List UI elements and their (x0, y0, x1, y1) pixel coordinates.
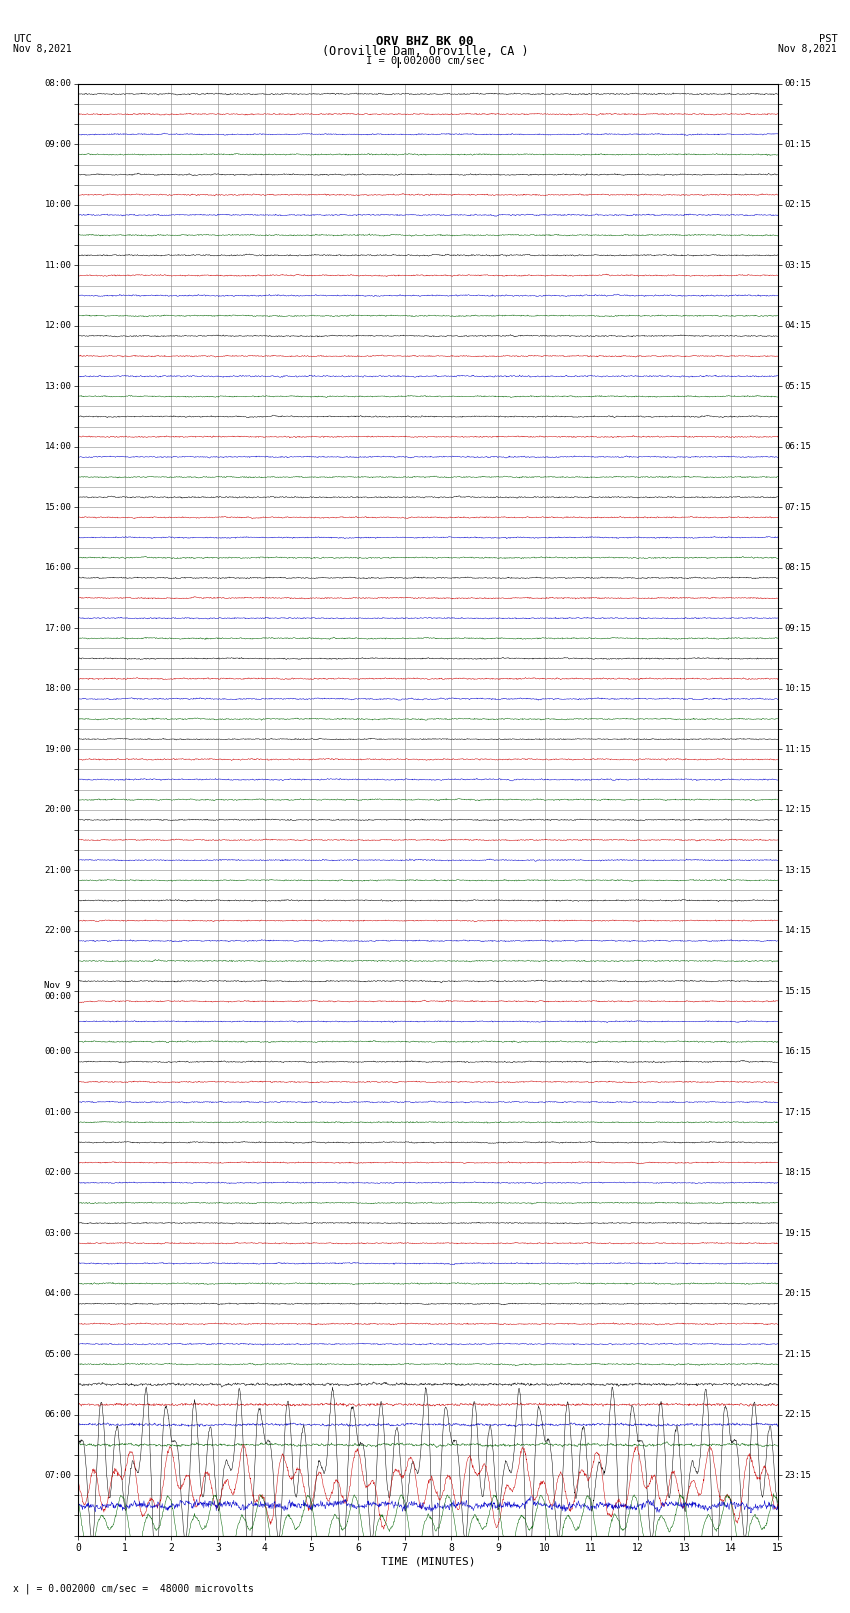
Text: PST: PST (819, 34, 837, 44)
X-axis label: TIME (MINUTES): TIME (MINUTES) (381, 1557, 475, 1566)
Text: (Oroville Dam, Oroville, CA ): (Oroville Dam, Oroville, CA ) (321, 45, 529, 58)
Text: UTC: UTC (13, 34, 31, 44)
Text: Nov 8,2021: Nov 8,2021 (13, 44, 71, 53)
Text: ORV BHZ BK 00: ORV BHZ BK 00 (377, 35, 473, 48)
Text: x | = 0.002000 cm/sec =  48000 microvolts: x | = 0.002000 cm/sec = 48000 microvolts (13, 1582, 253, 1594)
Text: |: | (394, 58, 401, 68)
Text: Nov 8,2021: Nov 8,2021 (779, 44, 837, 53)
Text: I = 0.002000 cm/sec: I = 0.002000 cm/sec (366, 56, 484, 66)
